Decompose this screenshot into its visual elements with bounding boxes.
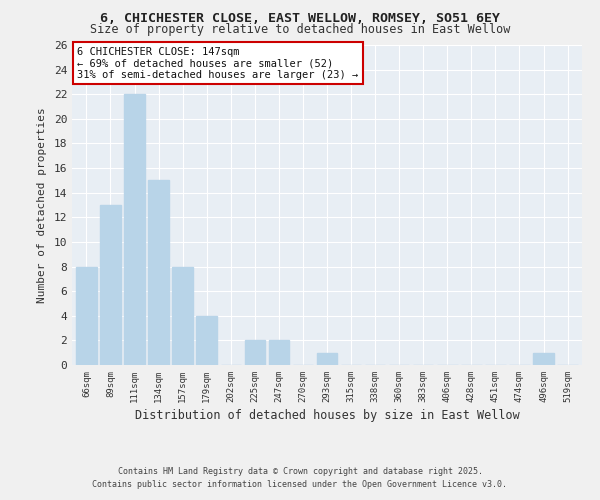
Bar xyxy=(148,180,169,365)
Text: Contains HM Land Registry data © Crown copyright and database right 2025.
Contai: Contains HM Land Registry data © Crown c… xyxy=(92,467,508,489)
Bar xyxy=(196,316,217,365)
Bar xyxy=(245,340,265,365)
Bar xyxy=(76,266,97,365)
Bar xyxy=(172,266,193,365)
Y-axis label: Number of detached properties: Number of detached properties xyxy=(37,107,47,303)
Bar xyxy=(533,352,554,365)
X-axis label: Distribution of detached houses by size in East Wellow: Distribution of detached houses by size … xyxy=(134,409,520,422)
Bar xyxy=(100,205,121,365)
Bar xyxy=(124,94,145,365)
Text: Size of property relative to detached houses in East Wellow: Size of property relative to detached ho… xyxy=(90,22,510,36)
Bar xyxy=(269,340,289,365)
Text: 6, CHICHESTER CLOSE, EAST WELLOW, ROMSEY, SO51 6EY: 6, CHICHESTER CLOSE, EAST WELLOW, ROMSEY… xyxy=(100,12,500,26)
Text: 6 CHICHESTER CLOSE: 147sqm
← 69% of detached houses are smaller (52)
31% of semi: 6 CHICHESTER CLOSE: 147sqm ← 69% of deta… xyxy=(77,46,358,80)
Bar xyxy=(317,352,337,365)
